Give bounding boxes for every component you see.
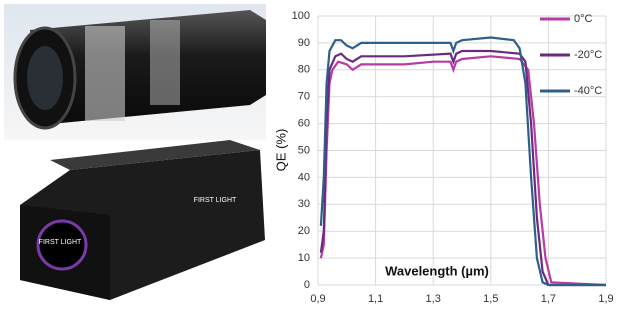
x-tick-label: 1,7 [541, 293, 556, 305]
y-tick-label: 80 [298, 64, 310, 76]
y-tick-label: 70 [298, 91, 310, 103]
legend-label: -20°C [574, 49, 602, 61]
line [321, 38, 606, 286]
x-tick-label: 1,1 [368, 293, 383, 305]
camera-photo: FIRST LIGHT FIRST LIGHT [20, 140, 265, 300]
y-tick-label: 20 [298, 225, 310, 237]
camera-logo: FIRST LIGHT [194, 197, 237, 204]
x-tick-label: 1,9 [598, 293, 613, 305]
y-tick-label: 60 [298, 118, 310, 130]
y-tick-label: 50 [298, 144, 310, 156]
x-tick-label: 0,9 [310, 293, 325, 305]
x-tick-label: 1,3 [426, 293, 441, 305]
page: FIRST LIGHT FIRST LIGHT 0 10 20 30 40 50 60 70 8… [0, 0, 619, 309]
camera-logo: FIRST LIGHT [39, 239, 82, 246]
lens-photo [4, 4, 266, 140]
y-tick-label: 10 [298, 252, 310, 264]
x-axis-title: Wavelength (µm) [385, 263, 489, 278]
y-tick-label: 40 [298, 171, 310, 183]
y-tick-label: 100 [292, 10, 310, 22]
chart: 0 10 20 30 40 50 60 70 80 90 100 0,9 1,1 1,3 1,5 1,7 1,9… [292, 10, 614, 305]
legend-label: 0°C [574, 13, 593, 25]
y-tick-label: 30 [298, 198, 310, 210]
legend-label: -40°C [574, 85, 602, 97]
y-tick-label: 90 [298, 37, 310, 49]
y-tick-label: 0 [304, 279, 310, 291]
x-tick-label: 1,5 [483, 293, 498, 305]
line [321, 51, 606, 285]
y-axis-title: QE (%) [273, 129, 288, 172]
